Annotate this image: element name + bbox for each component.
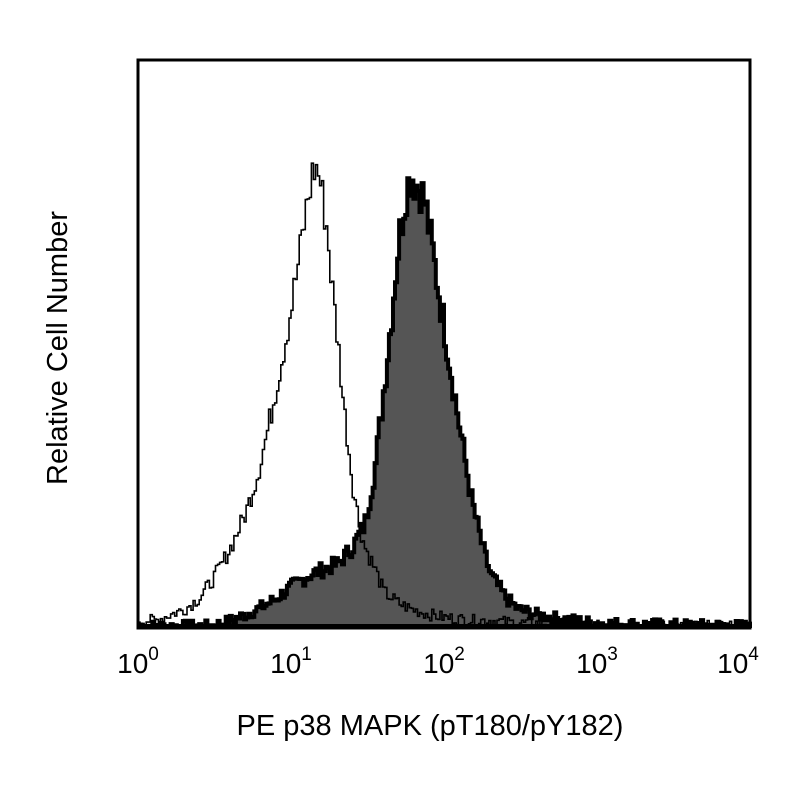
- series-layer: [138, 162, 752, 628]
- y-axis-title: Relative Cell Number: [42, 211, 74, 485]
- x-tick-labels: 100 101 102 103 104: [117, 644, 759, 679]
- plot-border: [136, 58, 752, 630]
- x-tick-label: 100: [117, 644, 159, 679]
- stained-histogram: [138, 176, 752, 628]
- control-histogram: [138, 162, 751, 627]
- x-tick-label: 101: [270, 644, 312, 679]
- x-axis-title: PE p38 MAPK (pT180/pY182): [237, 710, 624, 742]
- x-tick-label: 103: [576, 644, 618, 679]
- x-tick-label: 104: [717, 644, 759, 679]
- x-tick-label: 102: [423, 644, 465, 679]
